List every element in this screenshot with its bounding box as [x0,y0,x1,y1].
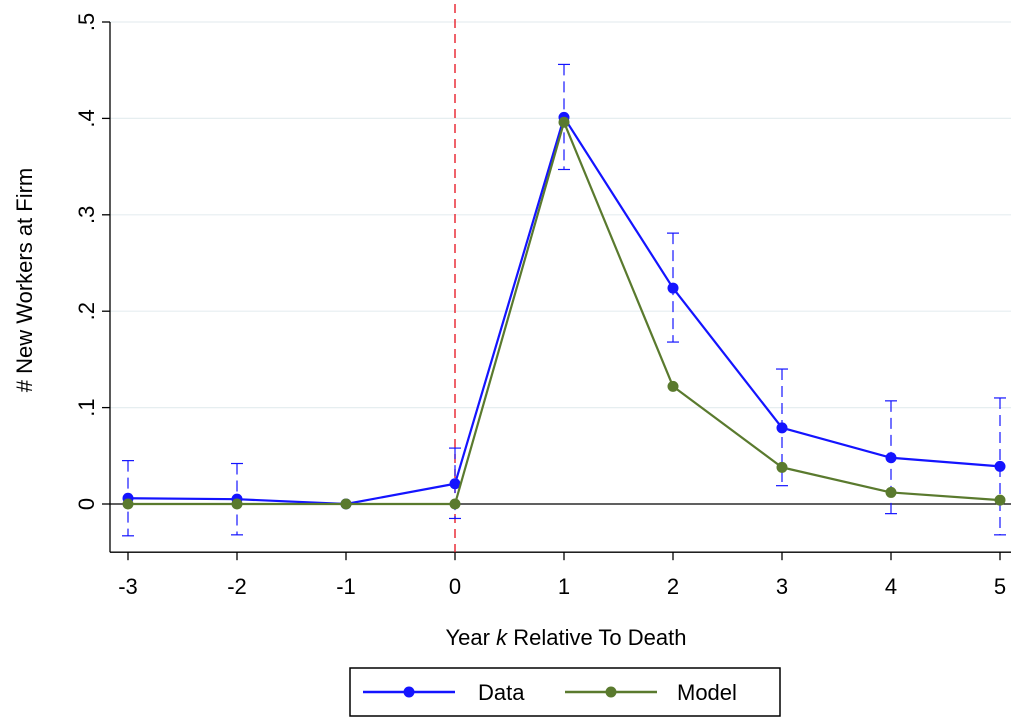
x-axis-title-part-1: Year [446,625,497,650]
y-tick-label-5: .5 [74,13,99,31]
x-tick-label-5: 2 [667,574,679,599]
y-axis-title: # New Workers at Firm [12,168,37,393]
x-axis-title-part-2: k [496,625,508,650]
x-tick-label-0: -3 [118,574,138,599]
x-tick-label-1: -2 [227,574,247,599]
x-tick-label-4: 1 [558,574,570,599]
point-model-3 [449,498,461,510]
x-tick-label-3: 0 [449,574,461,599]
point-model-5 [667,380,679,392]
point-model-8 [994,494,1006,506]
y-tick-label-1: .1 [74,398,99,416]
point-data-6 [776,422,788,434]
x-axis-title-part-3: Relative To Death [507,625,686,650]
point-model-7 [885,486,897,498]
legend: Data Model [349,667,781,717]
y-tick-label-3: .3 [74,206,99,224]
y-tick-label-0: 0 [74,498,99,510]
legend-label-model: Model [677,680,737,705]
gridlines [110,21,1011,409]
series-lines [122,111,1006,510]
point-model-6 [776,461,788,473]
x-tick-label-8: 5 [994,574,1006,599]
x-tick-label-7: 4 [885,574,897,599]
point-model-2 [340,498,352,510]
point-model-0 [122,498,134,510]
x-tick-label-6: 3 [776,574,788,599]
point-data-8 [994,460,1006,472]
x-tick-label-2: -1 [336,574,356,599]
point-model-4 [558,116,570,128]
point-model-1 [231,498,243,510]
legend-label-data: Data [478,680,525,705]
axes: 0 .1 .2 .3 .4 .5 -3 -2 -1 0 1 2 3 4 5 [74,13,1011,599]
y-tick-label-2: .2 [74,302,99,320]
point-data-3 [449,478,461,490]
x-axis-title: Year k Relative To Death [446,625,687,650]
legend-marker-model [605,686,617,698]
point-data-7 [885,452,897,464]
point-data-5 [667,282,679,294]
y-tick-label-4: .4 [74,109,99,127]
legend-marker-data [403,686,415,698]
